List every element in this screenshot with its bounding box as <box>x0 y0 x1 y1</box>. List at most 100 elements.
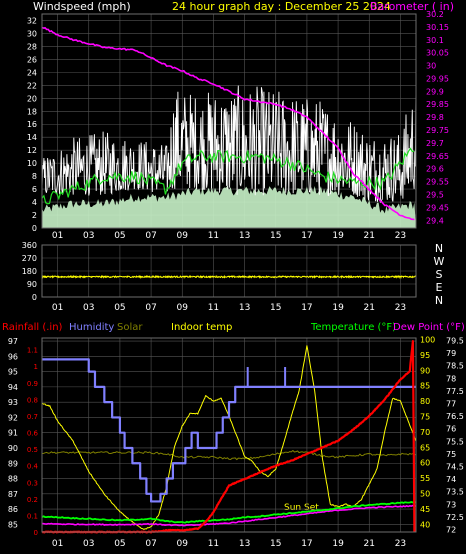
windspeed-tick-28: 28 <box>27 42 37 51</box>
humidity-tick-89: 89 <box>8 459 18 468</box>
rainfall-tick-0.9: 0.9 <box>27 380 38 388</box>
legend-solar: Solar <box>117 322 143 333</box>
direction-hour-tick-17: 17 <box>301 303 312 313</box>
wind-average-line <box>41 147 415 205</box>
windspeed-tick-8: 8 <box>32 172 37 181</box>
temperature-tick-72: 72 <box>446 525 456 534</box>
windspeed-line <box>41 85 417 203</box>
barometer-tick-29.8: 29.8 <box>426 113 444 122</box>
dewpoint-line <box>41 504 417 527</box>
humidity-tick-94: 94 <box>8 383 18 392</box>
direction-hour-tick-13: 13 <box>239 303 250 313</box>
legend-humidity: Humidity <box>69 322 114 333</box>
windspeed-tick-18: 18 <box>27 107 37 116</box>
direction-frame <box>41 244 417 298</box>
windspeed-tick-10: 10 <box>27 159 37 168</box>
temperature-tick-77.5: 77.5 <box>446 387 464 396</box>
dewpoint-tick-50: 50 <box>420 490 430 499</box>
dewpoint-tick-80: 80 <box>420 397 430 406</box>
direction-hour-tick-19: 19 <box>332 303 344 313</box>
direction-hour-tick-11: 11 <box>208 303 219 313</box>
dewpoint-tick-100: 100 <box>420 336 435 345</box>
wind-hour-tick-09: 09 <box>177 231 189 241</box>
windspeed-tick-4: 4 <box>32 198 37 207</box>
wind-hour-tick-23: 23 <box>395 231 406 241</box>
rainfall-tick-0.7: 0.7 <box>27 413 38 421</box>
rainfall-tick-0.8: 0.8 <box>27 396 38 404</box>
humidity-tick-86: 86 <box>8 505 18 514</box>
windspeed-tick-26: 26 <box>27 55 37 64</box>
direction-hour-tick-23: 23 <box>395 303 406 313</box>
windspeed-tick-22: 22 <box>27 81 37 90</box>
climate-hour-tick-21: 21 <box>364 539 375 549</box>
barometer-tick-30: 30 <box>426 62 436 71</box>
dewpoint-tick-40: 40 <box>420 520 430 529</box>
barometer-tick-29.85: 29.85 <box>426 100 449 109</box>
humidity-tick-97: 97 <box>8 337 18 346</box>
legend-indoor_temp: Indoor temp <box>171 322 232 333</box>
temperature-tick-75.5: 75.5 <box>446 437 464 446</box>
legend-dew_point: Dew Point (°F) <box>393 322 465 333</box>
direction-hour-tick-15: 15 <box>270 303 281 313</box>
legend-rainfall: Rainfall (.in) <box>2 322 63 333</box>
direction-hour-tick-01: 01 <box>52 303 63 313</box>
temperature-tick-78: 78 <box>446 374 456 383</box>
wind-hour-tick-11: 11 <box>208 231 219 241</box>
windspeed-tick-16: 16 <box>27 120 37 129</box>
humidity-tick-95: 95 <box>8 368 18 377</box>
dewpoint-tick-85: 85 <box>420 382 430 391</box>
climate-hour-tick-13: 13 <box>239 539 250 549</box>
dewpoint-tick-60: 60 <box>420 459 430 468</box>
dewpoint-tick-65: 65 <box>420 443 430 452</box>
compass-label-3: E <box>436 281 443 294</box>
temperature-tick-76: 76 <box>446 425 456 434</box>
windspeed-axis-label: Windspeed (mph) <box>33 0 131 13</box>
barometer-tick-29.5: 29.5 <box>426 190 444 199</box>
climate-hour-tick-15: 15 <box>270 539 281 549</box>
direction-hour-tick-09: 09 <box>177 303 189 313</box>
temperature-tick-72.5: 72.5 <box>446 513 464 522</box>
wind-hour-tick-19: 19 <box>332 231 344 241</box>
windspeed-tick-0: 0 <box>32 224 37 233</box>
wind-hour-tick-15: 15 <box>270 231 281 241</box>
dewpoint-tick-45: 45 <box>420 505 430 514</box>
climate-hour-tick-07: 07 <box>145 539 156 549</box>
barometer-tick-29.75: 29.75 <box>426 126 449 135</box>
windspeed-tick-20: 20 <box>27 94 37 103</box>
barometer-tick-29.4: 29.4 <box>426 216 444 225</box>
humidity-tick-91: 91 <box>8 429 18 438</box>
humidity-line <box>42 358 416 503</box>
wind-hour-tick-07: 07 <box>145 231 156 241</box>
direction-hour-tick-07: 07 <box>145 303 156 313</box>
barometer-tick-30.2: 30.2 <box>426 10 444 19</box>
barometer-tick-30.1: 30.1 <box>426 36 444 45</box>
rainfall-tick-0.2: 0.2 <box>27 496 38 504</box>
direction-tick-180: 180 <box>22 267 37 276</box>
barometer-tick-29.6: 29.6 <box>426 165 444 174</box>
direction-hour-tick-05: 05 <box>114 303 125 313</box>
rainfall-tick-0.4: 0.4 <box>27 463 39 471</box>
rainfall-tick-0.5: 0.5 <box>27 446 38 454</box>
climate-hour-tick-11: 11 <box>208 539 219 549</box>
direction-tick-360: 360 <box>22 241 37 250</box>
temperature-tick-73: 73 <box>446 500 456 509</box>
humidity-tick-93: 93 <box>8 398 18 407</box>
barometer-tick-29.55: 29.55 <box>426 178 449 187</box>
climate-hour-tick-05: 05 <box>114 539 125 549</box>
rainfall-tick-1: 1 <box>34 363 38 371</box>
temperature-tick-74.5: 74.5 <box>446 462 464 471</box>
direction-tick-270: 270 <box>22 254 37 263</box>
humidity-tick-88: 88 <box>8 475 18 484</box>
barometer-tick-29.65: 29.65 <box>426 152 449 161</box>
windspeed-tick-30: 30 <box>27 29 37 38</box>
temperature-tick-73.5: 73.5 <box>446 488 464 497</box>
humidity-tick-92: 92 <box>8 413 18 422</box>
windspeed-tick-24: 24 <box>27 68 37 77</box>
climate-hour-tick-19: 19 <box>332 539 344 549</box>
wind-hour-tick-03: 03 <box>83 231 94 241</box>
barometer-tick-30.15: 30.15 <box>426 23 449 32</box>
barometer-axis-label: Barometer ( in) <box>370 0 454 13</box>
temperature-tick-75: 75 <box>446 450 456 459</box>
direction-hour-tick-03: 03 <box>83 303 94 313</box>
